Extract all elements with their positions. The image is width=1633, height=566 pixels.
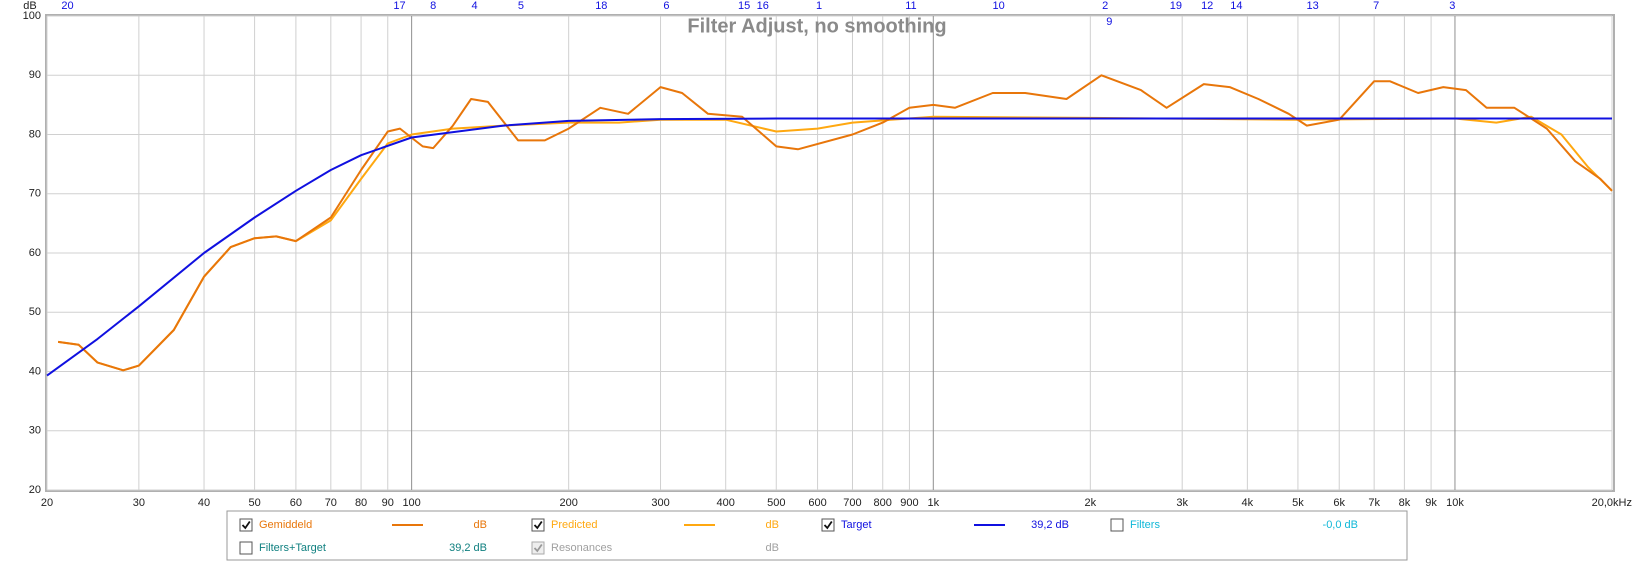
- checkbox[interactable]: [1110, 518, 1124, 532]
- legend-readout: dB: [766, 542, 779, 554]
- x-tick-label: 90: [382, 497, 394, 509]
- x-tick-label: 3k: [1176, 497, 1188, 509]
- x-tick-label: 30: [133, 497, 145, 509]
- legend-label: Gemiddeld: [259, 519, 312, 531]
- x-tick-label: 300: [651, 497, 669, 509]
- filter-marker: 12: [1201, 0, 1213, 12]
- x-tick-label: 5k: [1292, 497, 1304, 509]
- checkmark: [823, 520, 833, 530]
- checkbox[interactable]: [239, 541, 253, 555]
- filter-marker: 6: [663, 0, 669, 12]
- x-tick-label: 200: [559, 497, 577, 509]
- filter-marker: 15: [738, 0, 750, 12]
- legend-readout: dB: [474, 519, 487, 531]
- filter-marker: 11: [905, 0, 916, 12]
- y-tick-label: 50: [29, 306, 41, 318]
- x-tick-label: 6k: [1333, 497, 1345, 509]
- filter-marker: 17: [393, 0, 405, 12]
- filter-marker: 14: [1230, 0, 1242, 12]
- filter-marker: 16: [757, 0, 769, 12]
- filter-marker: 3: [1449, 0, 1455, 12]
- x-tick-label: 60: [290, 497, 302, 509]
- x-tick-label: 9k: [1425, 497, 1437, 509]
- checkbox[interactable]: [531, 518, 545, 532]
- x-tick-label: 4k: [1242, 497, 1254, 509]
- filter-marker: 20: [61, 0, 73, 12]
- chart-title: Filter Adjust, no smoothing: [687, 15, 946, 37]
- x-tick-label: 600: [808, 497, 826, 509]
- filter-marker: 9: [1106, 16, 1112, 28]
- y-tick-label: 70: [29, 188, 41, 200]
- x-tick-label: 1k: [927, 497, 939, 509]
- x-tick-label: 100: [402, 497, 420, 509]
- legend-label: Filters: [1130, 519, 1160, 531]
- y-tick-label: 20: [29, 484, 41, 496]
- legend-label: Filters+Target: [259, 542, 326, 554]
- filter-marker: 10: [992, 0, 1004, 12]
- x-tick-label: 20: [41, 497, 53, 509]
- y-unit-label: dB: [23, 0, 36, 12]
- checkbox: [531, 541, 545, 555]
- checkbox[interactable]: [821, 518, 835, 532]
- x-tick-label: 900: [900, 497, 918, 509]
- series-line: [46, 117, 1612, 377]
- y-tick-label: 90: [29, 69, 41, 81]
- filter-marker: 1: [816, 0, 822, 12]
- checkmark: [241, 520, 251, 530]
- filter-marker: 18: [595, 0, 607, 12]
- legend-label: Resonances: [551, 542, 613, 554]
- legend-readout: 39,2 dB: [449, 542, 487, 554]
- legend-item[interactable]: Predicted dB: [531, 518, 779, 532]
- x-tick-label: 500: [767, 497, 785, 509]
- x-tick-label: 800: [874, 497, 892, 509]
- legend-item[interactable]: Filters -0,0 dB: [1110, 518, 1358, 532]
- filter-marker: 7: [1373, 0, 1379, 12]
- filter-marker: 2: [1102, 0, 1108, 12]
- legend-item: Resonances dB: [531, 541, 779, 555]
- x-tick-label: 700: [843, 497, 861, 509]
- x-tick-label: 10k: [1446, 497, 1464, 509]
- y-tick-label: 30: [29, 425, 41, 437]
- x-tick-label: 2k: [1085, 497, 1097, 509]
- filter-marker: 19: [1170, 0, 1182, 12]
- filter-marker: 13: [1306, 0, 1318, 12]
- x-tick-label: 7k: [1368, 497, 1380, 509]
- checkmark: [533, 520, 543, 530]
- x-tick-label: 8k: [1399, 497, 1411, 509]
- filter-marker: 5: [518, 0, 524, 12]
- legend-readout: -0,0 dB: [1323, 519, 1358, 531]
- y-tick-label: 80: [29, 128, 41, 140]
- checkmark: [533, 543, 543, 553]
- y-tick-label: 40: [29, 365, 41, 377]
- checkbox[interactable]: [239, 518, 253, 532]
- legend-readout: 39,2 dB: [1031, 519, 1069, 531]
- filter-marker: 8: [430, 0, 436, 12]
- x-tick-label: 400: [717, 497, 735, 509]
- x-tick-label: 80: [355, 497, 367, 509]
- legend-readout: dB: [766, 519, 779, 531]
- legend-label: Target: [841, 519, 872, 531]
- legend-item[interactable]: Filters+Target 39,2 dB: [239, 541, 487, 555]
- x-tick-label: 70: [325, 497, 337, 509]
- x-tick-label: 20,0kHz: [1592, 497, 1632, 509]
- filter-marker: 4: [471, 0, 477, 12]
- legend-item[interactable]: Target 39,2 dB: [821, 518, 1069, 532]
- x-tick-label: 40: [198, 497, 210, 509]
- x-tick-label: 50: [248, 497, 260, 509]
- plot-area: [46, 15, 1613, 491]
- legend-box: [226, 510, 1408, 561]
- y-tick-label: 60: [29, 247, 41, 259]
- series-line: [57, 74, 1613, 372]
- y-tick-label: 100: [23, 10, 41, 22]
- legend-item[interactable]: Gemiddeld dB: [239, 518, 487, 532]
- legend-label: Predicted: [551, 519, 597, 531]
